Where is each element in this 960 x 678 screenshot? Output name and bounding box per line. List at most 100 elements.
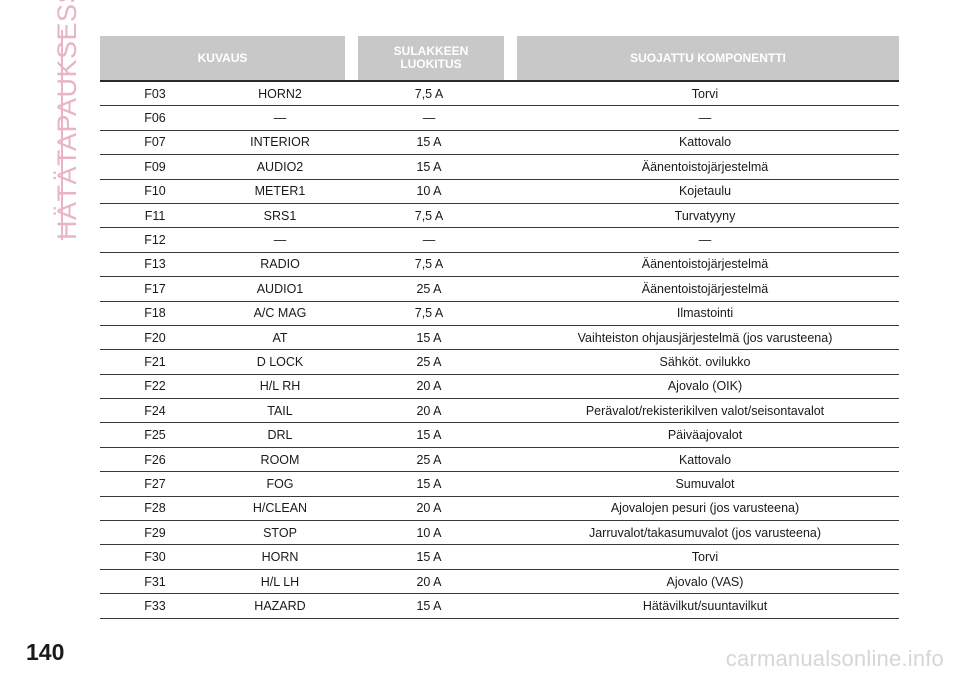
header-divider xyxy=(100,80,899,82)
table-row: F28 H/CLEAN 20 A Ajovalojen pesuri (jos var… xyxy=(100,497,899,522)
component-cell: Kattovalo xyxy=(678,452,732,467)
table-row: F10 METER1 10 A Kojetaulu xyxy=(100,180,899,204)
table-row: F27 FOG 15 A Sumuvalot xyxy=(100,472,899,497)
component-cell: Sumuvalot xyxy=(675,476,735,491)
page-number: 140 xyxy=(26,639,65,665)
description-cell: A/C MAG xyxy=(253,306,307,321)
fuse-cell: F24 xyxy=(144,403,166,418)
component-cell: Kojetaulu xyxy=(678,184,732,199)
rating-cell: 15 A xyxy=(416,428,442,443)
description-cell: AT xyxy=(272,330,288,345)
component-cell: Äänentoistojärjestelmä xyxy=(641,281,769,296)
fuse-cell: F10 xyxy=(144,184,166,199)
component-cell: Torvi xyxy=(691,86,719,101)
table-row: F22 H/L RH 20 A Ajovalo (OIK) xyxy=(100,375,899,400)
rating-cell: 15 A xyxy=(416,476,442,491)
rating-cell: 7,5 A xyxy=(414,86,444,101)
table-row: F25 DRL 15 A Päiväajovalot xyxy=(100,423,899,448)
fuse-cell: F09 xyxy=(144,159,166,174)
component-cell: Ajovalojen pesuri (jos varusteena) xyxy=(610,501,800,516)
description-cell: H/L LH xyxy=(260,574,300,589)
rating-cell: 7,5 A xyxy=(414,257,444,272)
header-component: SUOJATTU KOMPONENTTI xyxy=(517,36,899,80)
fuse-cell: F29 xyxy=(144,525,166,540)
component-cell: Päiväajovalot xyxy=(667,428,743,443)
rating-cell: 15 A xyxy=(416,330,442,345)
table-body: F03 HORN2 7,5 A Torvi F06 — — — F07 INTERIOR 15 A K… xyxy=(100,82,899,619)
rating-cell: 7,5 A xyxy=(414,306,444,321)
fuse-cell: F20 xyxy=(144,330,166,345)
table-row: F03 HORN2 7,5 A Torvi xyxy=(100,82,899,107)
component-cell: Äänentoistojärjestelmä xyxy=(641,159,769,174)
table-row: F06 — — — xyxy=(100,106,899,131)
table-row: F07 INTERIOR 15 A Kattovalo xyxy=(100,131,899,156)
description-cell: METER1 xyxy=(254,184,306,199)
description-cell: STOP xyxy=(263,525,297,540)
rating-cell: 10 A xyxy=(416,525,442,540)
description-cell: H/L RH xyxy=(259,379,301,394)
side-rule xyxy=(61,30,63,240)
table-row: F30 HORN 15 A Torvi xyxy=(100,545,899,570)
description-cell: TAIL xyxy=(267,403,293,418)
rating-cell: 15 A xyxy=(416,135,442,150)
component-cell: Torvi xyxy=(691,550,719,565)
description-cell: — xyxy=(273,233,287,248)
fuse-cell: F06 xyxy=(144,111,166,126)
description-cell: SRS1 xyxy=(263,208,297,223)
description-cell: FOG xyxy=(266,476,294,491)
rating-cell: — xyxy=(422,233,436,248)
fuse-cell: F18 xyxy=(144,306,166,321)
fuse-cell: F13 xyxy=(144,257,166,272)
rating-cell: 15 A xyxy=(416,550,442,565)
description-cell: ROOM xyxy=(260,452,300,467)
table-row: F11 SRS1 7,5 A Turvatyyny xyxy=(100,204,899,229)
component-cell: Äänentoistojärjestelmä xyxy=(641,257,769,272)
rating-cell: 15 A xyxy=(416,159,442,174)
table-row: F31 H/L LH 20 A Ajovalo (VAS) xyxy=(100,570,899,595)
table-row: F33 HAZARD 15 A Hätävilkut/suuntavilkut xyxy=(100,594,899,619)
description-cell: HORN xyxy=(261,550,299,565)
table-row: F12 — — — xyxy=(100,228,899,253)
component-cell: Ajovalo (OIK) xyxy=(667,379,743,394)
fuse-cell: F21 xyxy=(144,354,166,369)
table-header: KUVAUS SULAKKEEN LUOKITUS SUOJATTU KOMPO… xyxy=(100,36,899,80)
rating-cell: — xyxy=(422,111,436,126)
description-cell: AUDIO1 xyxy=(256,281,304,296)
table-row: F21 D LOCK 25 A Sähköt. ovilukko xyxy=(100,350,899,375)
component-cell: Kattovalo xyxy=(678,135,732,150)
description-cell: AUDIO2 xyxy=(256,159,304,174)
fuse-cell: F26 xyxy=(144,452,166,467)
description-cell: DRL xyxy=(267,428,293,443)
fuse-cell: F27 xyxy=(144,476,166,491)
rating-cell: 20 A xyxy=(416,403,442,418)
component-cell: Hätävilkut/suuntavilkut xyxy=(642,598,768,613)
rating-cell: 15 A xyxy=(416,598,442,613)
header-rating: SULAKKEEN LUOKITUS xyxy=(358,36,504,80)
description-cell: HAZARD xyxy=(254,598,306,613)
table-row: F29 STOP 10 A Jarruvalot/takasumuvalot (jos… xyxy=(100,521,899,546)
component-cell: Sähköt. ovilukko xyxy=(659,354,751,369)
component-cell: Jarruvalot/takasumuvalot (jos varusteena… xyxy=(588,525,822,540)
fuse-cell: F33 xyxy=(144,598,166,613)
component-cell: Ajovalo (VAS) xyxy=(666,574,744,589)
fuse-cell: F17 xyxy=(144,281,166,296)
rating-cell: 7,5 A xyxy=(414,208,444,223)
component-cell: Vaihteiston ohjausjärjestelmä (jos varus… xyxy=(577,330,833,345)
table-row: F09 AUDIO2 15 A Äänentoistojärjestelmä xyxy=(100,155,899,180)
table-row: F18 A/C MAG 7,5 A Ilmastointi xyxy=(100,302,899,326)
rating-cell: 20 A xyxy=(416,379,442,394)
fuse-cell: F03 xyxy=(144,86,166,101)
description-cell: — xyxy=(273,111,287,126)
rating-cell: 10 A xyxy=(416,184,442,199)
watermark: carmanualsonline.info xyxy=(725,646,944,671)
table-row: F24 TAIL 20 A Perävalot/rekisterikilven val… xyxy=(100,399,899,424)
rating-cell: 20 A xyxy=(416,574,442,589)
fuse-cell: F31 xyxy=(144,574,166,589)
fuse-cell: F22 xyxy=(144,379,166,394)
header-description: KUVAUS xyxy=(100,36,345,80)
component-cell: — xyxy=(698,111,712,126)
fuse-cell: F25 xyxy=(144,428,166,443)
component-cell: Turvatyyny xyxy=(674,208,736,223)
section-side-title: HÄTÄTAPAUKSESSA xyxy=(52,0,82,240)
table-row: F13 RADIO 7,5 A Äänentoistojärjestelmä xyxy=(100,253,899,278)
